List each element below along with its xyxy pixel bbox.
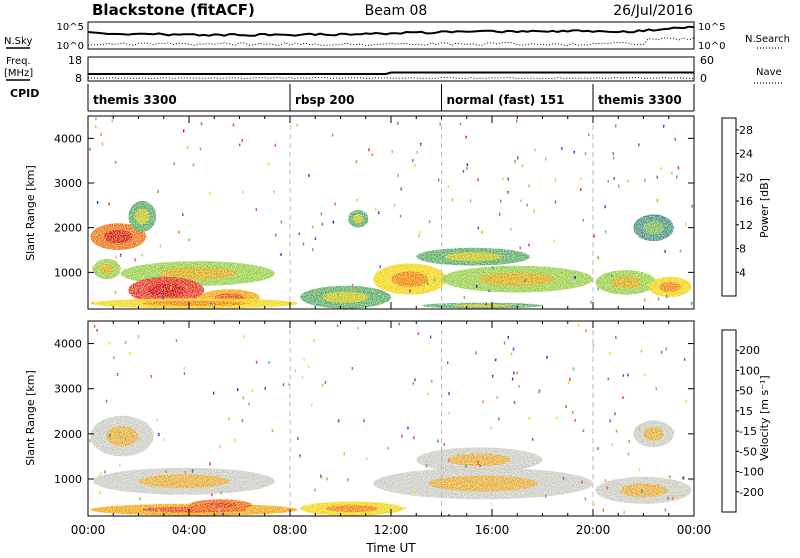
velocity-colorbar-label: Velocity [m s⁻¹] (758, 375, 771, 460)
power-ytick-label: 3000 (54, 177, 82, 190)
power-colorbar-frame (721, 117, 737, 297)
time-axis: 00:00 04:00 08:00 12:00 16:00 20:00 00:00 (71, 523, 712, 537)
time-tick-label: 20:00 (576, 523, 611, 537)
cpid-mode-label: rbsp 200 (295, 93, 354, 107)
power-ytick-label: 2000 (54, 222, 82, 235)
time-tick-label: 16:00 (475, 523, 510, 537)
velocity-colorbar: 200 100 50 15 -15 -50 -100 -200 (721, 329, 764, 513)
time-tick-label: 12:00 (374, 523, 409, 537)
nsky-tick-top: 10^5 (57, 22, 84, 33)
nave-label: Nave (756, 67, 782, 78)
velocity-colorbar-label: -50 (739, 445, 757, 458)
cpid-mode-label: themis 3300 (93, 93, 177, 107)
velocity-colorbar-label: -15 (739, 425, 757, 438)
power-ylabel: Slant Range [km] (24, 165, 37, 261)
power-colorbar-label: 12 (739, 219, 753, 232)
power-colorbar-label: 28 (739, 124, 753, 137)
time-tick-label: 00:00 (71, 523, 106, 537)
cpid-label: CPID (10, 87, 39, 100)
beam-title: Beam 08 (365, 3, 428, 19)
time-tick-label: 00:00 (677, 523, 712, 537)
power-colorbar-label: Power [dB] (758, 178, 771, 238)
nave-tick-top: 60 (700, 54, 714, 67)
power-colorbar-label: 20 (739, 171, 753, 184)
velocity-colorbar-frame (721, 329, 737, 513)
velocity-colorbar-label: -200 (739, 486, 764, 499)
cpid-strip: CPID themis 3300 rbsp 200 normal (fast) 15… (10, 84, 695, 112)
freq-frame (87, 56, 695, 82)
power-colorbar-label: 8 (739, 243, 746, 256)
velocity-colorbar-label: 100 (739, 364, 760, 377)
power-colorbar-label: 16 (739, 195, 753, 208)
radar-title: Blackstone (fitACF) (92, 1, 255, 19)
time-tick-label: 04:00 (172, 523, 207, 537)
cpid-mode-label: themis 3300 (598, 93, 682, 107)
power-colorbar-label: 24 (739, 148, 753, 161)
nsearch-tick-bottom: 10^0 (698, 41, 725, 52)
time-axis-label: Time UT (365, 541, 416, 554)
velocity-ytick-label: 3000 (54, 383, 82, 396)
freq-tick-top: 18 (68, 54, 82, 67)
freq-panel: Freq. [MHz] 18 8 60 0 Nave (4, 54, 784, 85)
power-ytick-label: 1000 (54, 266, 82, 279)
velocity-colorbar-label: 15 (739, 405, 753, 418)
power-colorbar-label: 4 (739, 266, 746, 279)
power-colorbar: 4 8 12 16 20 24 28 (721, 117, 753, 297)
velocity-ytick-label: 2000 (54, 428, 82, 441)
nsky-trace (87, 25, 695, 37)
power-ytick-label: 4000 (54, 132, 82, 145)
nsky-panel: N.Sky 10^5 10^0 10^5 10^0 N.Search (4, 21, 790, 52)
velocity-ytick-label: 4000 (54, 338, 82, 351)
velocity-colorbar-label: 50 (739, 385, 753, 398)
date-title: 26/Jul/2016 (613, 3, 693, 19)
velocity-colorbar-label: -100 (739, 466, 764, 479)
nave-tick-bottom: 0 (700, 72, 707, 85)
freq-trace (88, 71, 694, 75)
velocity-colorbar-label: 200 (739, 344, 760, 357)
velocity-ytick-label: 1000 (54, 473, 82, 486)
nsearch-label: N.Search (745, 34, 790, 45)
velocity-ylabel: Slant Range [km] (24, 370, 37, 466)
freq-unit: [MHz] (4, 68, 33, 79)
nsky-frame (87, 21, 695, 50)
velocity-texture (88, 321, 694, 516)
nsearch-tick-top: 10^5 (698, 22, 725, 33)
power-panel: Slant Range [km] 1000 2000 3000 4000 (24, 115, 695, 310)
nsearch-trace (87, 37, 695, 47)
nsky-label: N.Sky (4, 36, 32, 47)
velocity-panel: Slant Range [km] 1000 2000 3000 4000 (24, 320, 695, 517)
cpid-mode-label: normal (fast) 151 (447, 93, 565, 107)
nsky-tick-bottom: 10^0 (57, 41, 84, 52)
freq-tick-bottom: 8 (75, 72, 82, 85)
time-tick-label: 08:00 (273, 523, 308, 537)
freq-label: Freq. (6, 56, 31, 67)
nave-trace (87, 76, 695, 80)
power-texture (88, 116, 694, 309)
